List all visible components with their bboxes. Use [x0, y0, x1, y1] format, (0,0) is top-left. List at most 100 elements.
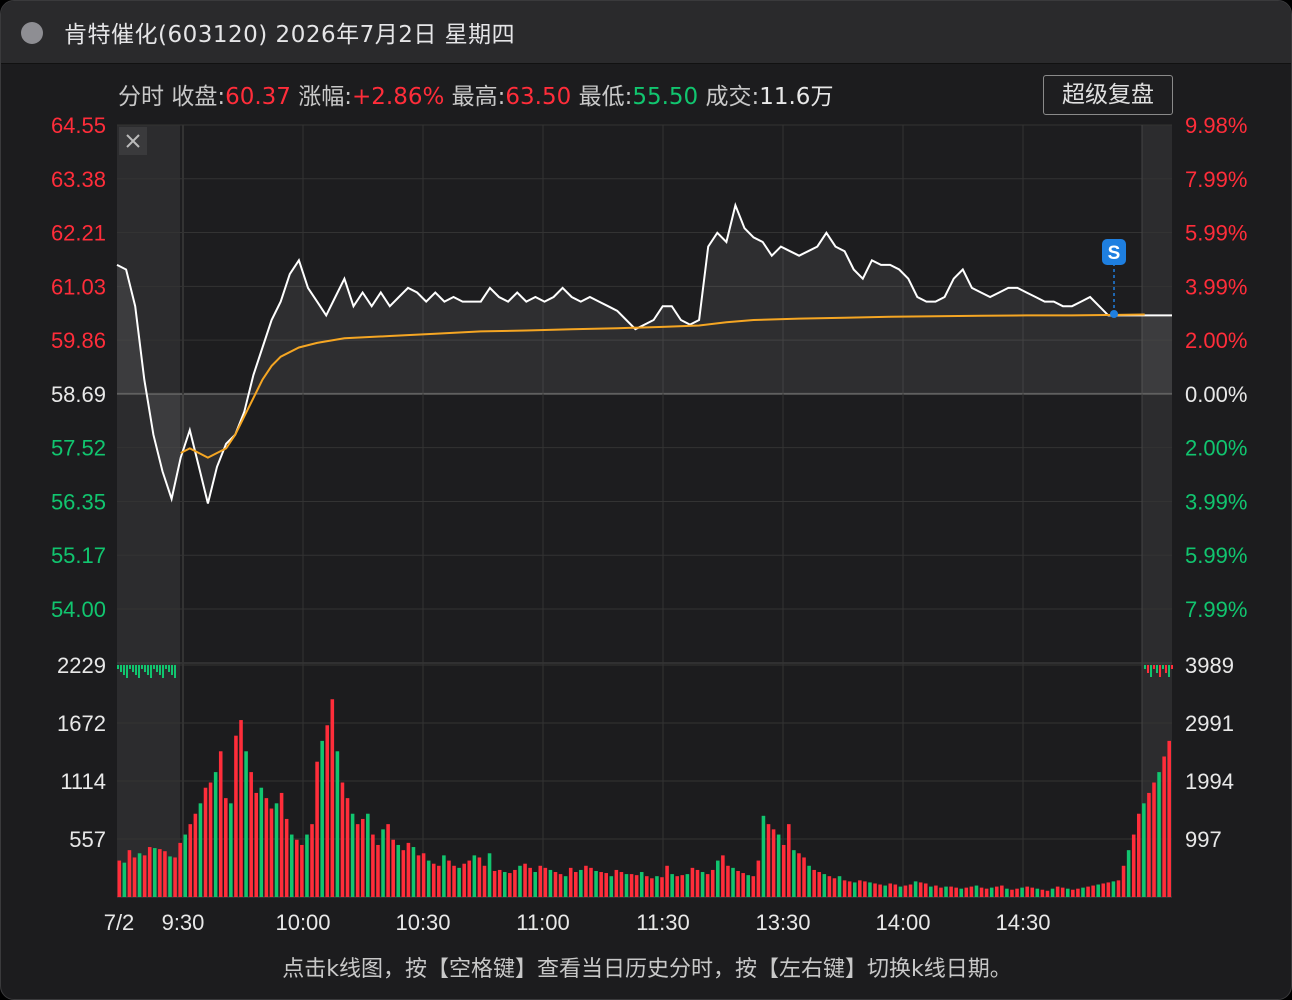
auction-bar [147, 665, 149, 675]
high-label: 最高: [451, 84, 506, 110]
volume-bar [1131, 834, 1136, 897]
auction-bar [129, 665, 131, 669]
auction-bar [168, 665, 170, 672]
price-tick-right: 9.98% [1185, 113, 1247, 138]
price-tick-right: 3.99% [1185, 274, 1247, 299]
price-tick-right: 2.00% [1185, 328, 1247, 353]
price-line [116, 202, 1172, 504]
signal-marker-badge [1102, 239, 1126, 265]
volume-bar [447, 860, 451, 897]
window-dot-icon[interactable] [21, 22, 43, 44]
volume-bar [624, 874, 629, 897]
volume-bar [376, 844, 380, 897]
volume-bar [964, 887, 969, 897]
auction-bar [159, 665, 161, 675]
volume-bar [391, 839, 395, 897]
change-value: +2.86% [351, 84, 445, 110]
close-value: 60.37 [225, 84, 291, 110]
price-tick-right: 0.00% [1185, 382, 1247, 407]
volume-bar [781, 844, 786, 897]
volume-bar [690, 867, 695, 897]
volume-bar [908, 884, 913, 897]
volume-bar [847, 881, 852, 897]
volume-bar [888, 883, 893, 897]
volume-bar [320, 740, 324, 897]
info-bar: 分时 收盘:60.37 涨幅:+2.86% 最高:63.50 最低:55.50 … [118, 77, 833, 111]
volume-bar [645, 876, 649, 897]
volume-bar [431, 863, 436, 897]
volume-bar [1040, 889, 1045, 897]
auction-bar [126, 665, 128, 678]
volume-bar [482, 865, 487, 897]
volume-bar [716, 860, 720, 897]
volume-bar [279, 792, 284, 897]
volume-bar [660, 877, 664, 897]
volume-bar [913, 881, 918, 897]
volume-bar [513, 869, 517, 897]
volume-bar [634, 875, 639, 897]
volume-bar [563, 876, 568, 897]
volume-bar [528, 867, 532, 897]
window-title: 肯特催化(603120) 2026年7月2日 星期四 [64, 22, 516, 48]
volume-bar [776, 834, 781, 897]
auction-bar [1156, 665, 1158, 673]
volume-bar [731, 867, 735, 897]
mode-label: 分时 [118, 84, 164, 110]
volume-bar [188, 824, 193, 897]
volume-bar [1050, 888, 1055, 897]
volume-bar [350, 813, 355, 897]
volume-bar [1106, 882, 1111, 897]
volume-bar [949, 886, 953, 897]
volume-bar [401, 850, 406, 897]
volume-bar [807, 865, 811, 897]
volume-bar [193, 813, 198, 897]
auction-bar [120, 665, 122, 672]
close-icon[interactable] [119, 127, 147, 155]
volume-bar [589, 867, 593, 897]
volume-bar [457, 867, 461, 897]
volume-bar [1015, 888, 1019, 897]
volume-bar [147, 847, 152, 897]
volume-bar [650, 878, 654, 897]
volume-value: 11.6万 [759, 84, 834, 110]
auction-bar [1165, 665, 1167, 673]
volume-bar [1157, 772, 1161, 897]
volume-bar [842, 880, 847, 897]
auction-bar [144, 665, 146, 672]
volume-bar [300, 844, 304, 897]
price-tick-left: 56.35 [51, 489, 106, 514]
volume-tick-left: 557 [69, 827, 106, 852]
volume-bar [756, 860, 761, 897]
volume-bar [761, 815, 766, 897]
volume-bar [568, 867, 573, 897]
auction-bar [141, 665, 143, 669]
volume-bar [939, 887, 943, 897]
volume-bar [1116, 880, 1121, 897]
volume-bar [132, 857, 137, 897]
price-tick-left: 58.69 [51, 382, 106, 407]
volume-bar [1020, 887, 1024, 897]
volume-bar [802, 857, 806, 897]
auction-bar [1162, 665, 1164, 669]
super-review-button[interactable]: 超级复盘 [1043, 75, 1173, 115]
volume-bar [746, 875, 751, 897]
volume-bar [249, 772, 253, 897]
volume-bar [883, 885, 887, 897]
volume-bar [1035, 888, 1040, 897]
volume-bar [1126, 850, 1131, 897]
hint-text: 点击k线图，按【空格键】查看当日历史分时，按【左右键】切换k线日期。 [282, 957, 1012, 982]
volume-bar [497, 869, 502, 897]
volume-bar [614, 869, 619, 897]
volume-bar [1005, 888, 1009, 897]
volume-bar [269, 808, 274, 897]
high-value: 63.50 [505, 84, 572, 110]
volume-bar [736, 870, 740, 897]
time-tick: 7/2 [104, 910, 135, 935]
volume-bar [1142, 803, 1146, 897]
title-bar: 肯特催化(603120) 2026年7月2日 星期四 [1, 1, 1291, 64]
volume-bar [751, 876, 756, 897]
volume-bar [234, 735, 238, 897]
auction-bar [1159, 665, 1161, 677]
volume-bar [163, 851, 167, 897]
